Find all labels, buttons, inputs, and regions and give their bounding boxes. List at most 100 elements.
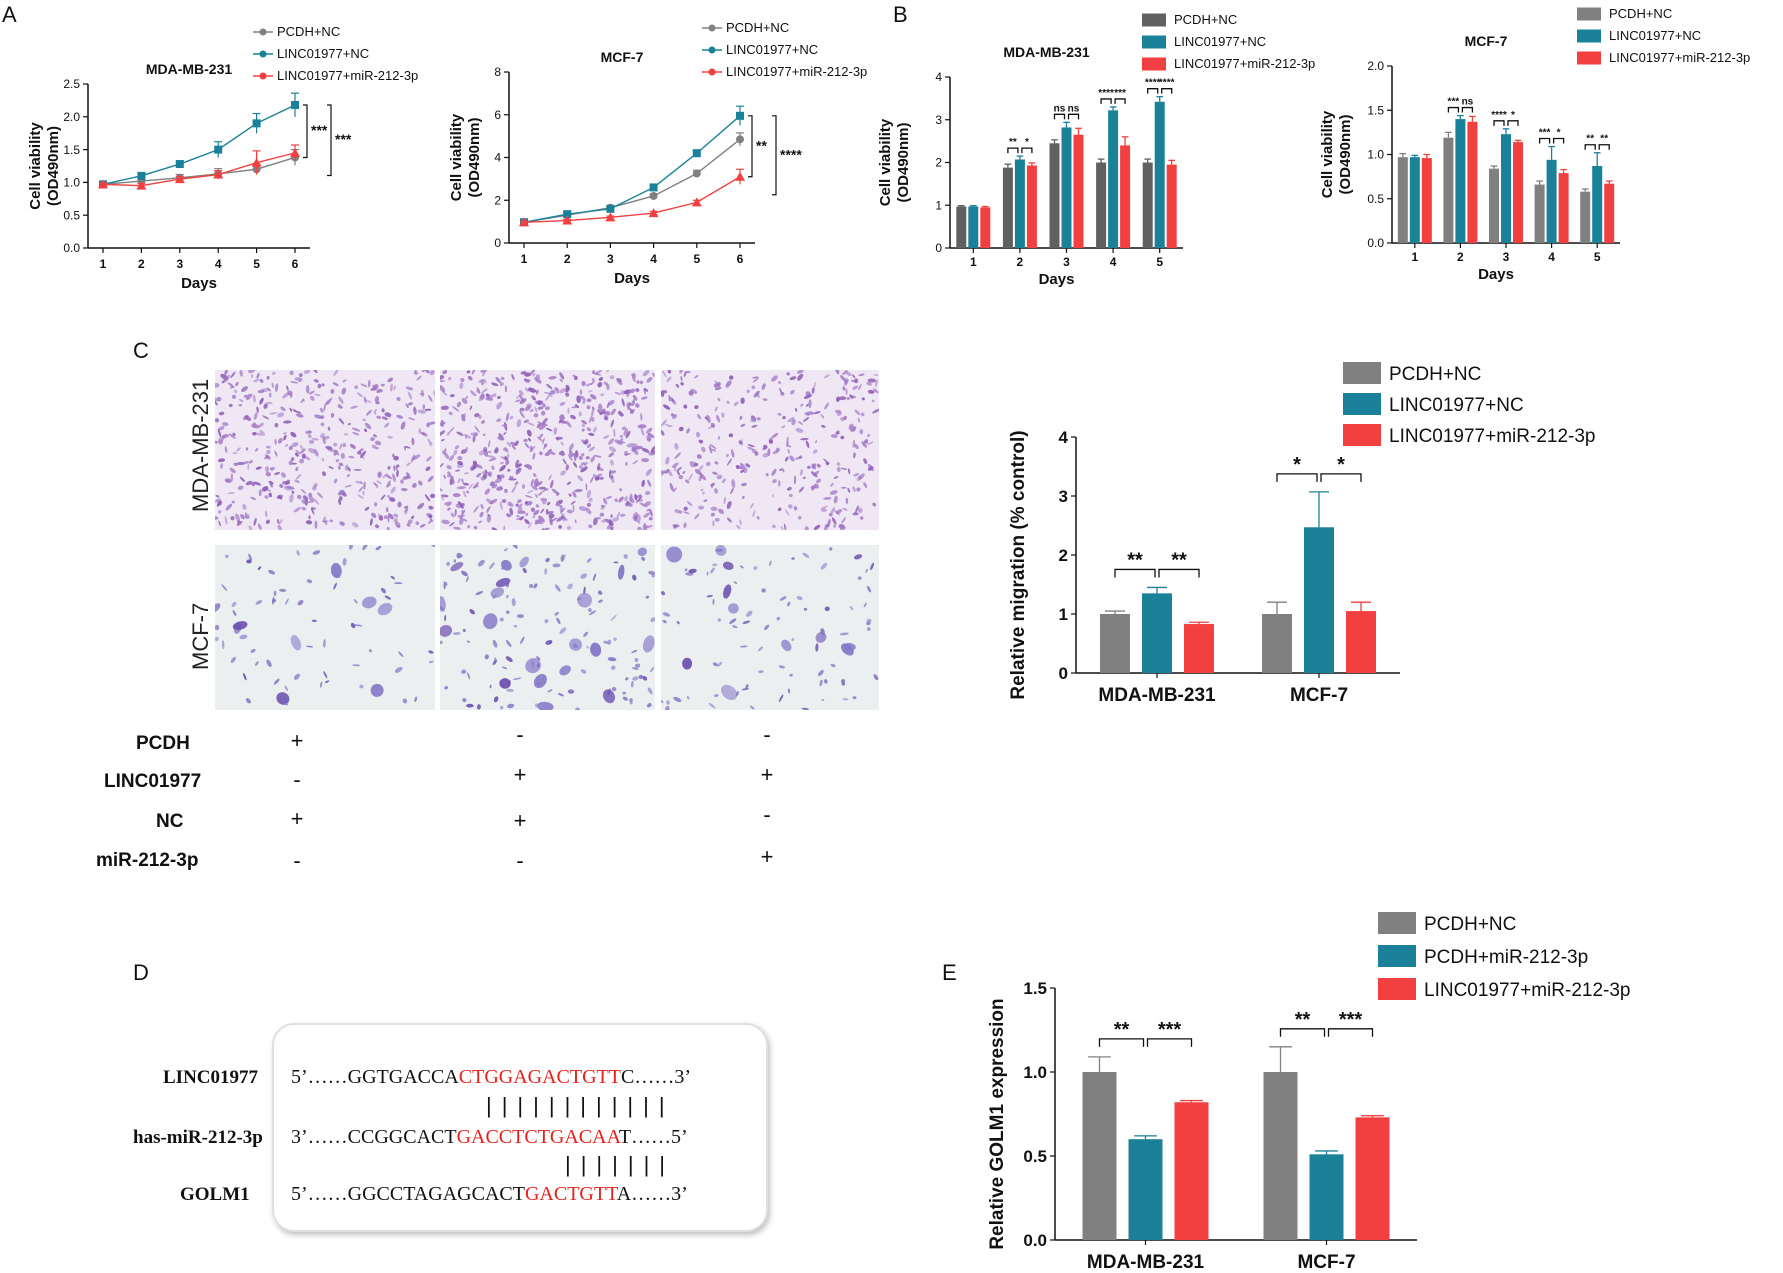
cell-blob <box>289 370 294 376</box>
cell-blob <box>852 439 856 449</box>
cell-blob <box>440 430 446 436</box>
A1-ylabel-1: (OD490nm) <box>45 126 62 206</box>
cell-blob <box>624 462 628 466</box>
B1-bar <box>1061 127 1072 248</box>
cell-blob <box>786 486 792 491</box>
cell-blob <box>626 443 636 448</box>
cell-blob <box>237 485 244 491</box>
cell-blob <box>544 406 550 411</box>
cell-blob <box>259 378 264 383</box>
A2-ytick-label: 4 <box>494 151 501 165</box>
cell-blob <box>586 405 591 410</box>
cell-blob <box>635 388 640 393</box>
cell-blob <box>622 696 629 701</box>
cell-blob <box>276 494 284 499</box>
cell-blob <box>714 517 720 522</box>
cell-blob <box>418 480 423 486</box>
cell-blob <box>710 512 716 517</box>
E-ylabel: Relative GOLM1 expression <box>987 998 1008 1249</box>
cell-blob <box>535 504 540 508</box>
cell-blob <box>684 568 688 572</box>
panel-label-a: A <box>2 2 17 27</box>
cell-blob <box>487 513 490 517</box>
cell-blob <box>867 433 871 438</box>
cell-blob <box>661 469 666 477</box>
cell-blob <box>314 414 323 419</box>
A2-xtick-label: 6 <box>737 252 744 266</box>
cell-blob <box>306 579 313 584</box>
cell-blob <box>390 486 396 494</box>
cell-blob <box>469 608 475 615</box>
cell-blob <box>592 372 602 376</box>
cell-blob <box>462 698 467 703</box>
cell-blob <box>852 696 857 700</box>
cell-blob <box>640 428 645 436</box>
cell-blob <box>758 670 764 674</box>
cell-blob <box>538 433 544 439</box>
cell-blob <box>506 453 510 460</box>
cell-blob <box>440 624 453 637</box>
cell-blob <box>224 446 228 454</box>
cell-blob <box>533 673 547 689</box>
cell-blob <box>559 401 566 406</box>
cell-blob <box>448 376 452 381</box>
cell-blob <box>726 400 730 404</box>
cell-blob <box>342 379 347 383</box>
cell-blob <box>811 463 816 469</box>
cell-blob <box>320 422 325 427</box>
sign-pcdh-3: - <box>763 722 771 747</box>
cell-blob <box>779 596 787 601</box>
cell-blob <box>489 481 495 487</box>
cell-blob <box>215 418 219 423</box>
cell-blob <box>461 669 467 674</box>
panel-label-d: D <box>133 960 149 985</box>
cell-blob <box>441 496 444 501</box>
cell-blob <box>798 486 805 493</box>
cell-blob <box>234 389 238 394</box>
cell-blob <box>629 698 633 702</box>
cell-blob <box>873 373 879 376</box>
cell-blob <box>293 410 302 414</box>
cell-blob <box>457 478 461 484</box>
A1-xtick-label: 5 <box>253 257 260 271</box>
A2-point <box>736 135 744 144</box>
B1-sig-bracket <box>1100 98 1112 104</box>
A1-sig-label: *** <box>335 131 352 147</box>
cell-blob <box>221 422 229 427</box>
cell-blob <box>527 387 537 393</box>
B1-bar <box>956 206 967 248</box>
cell-blob <box>637 424 647 429</box>
E-bar <box>1128 1139 1163 1240</box>
cell-blob <box>745 684 749 689</box>
cell-blob <box>567 407 570 414</box>
cell-blob <box>307 434 312 439</box>
cell-blob <box>618 496 624 503</box>
seq-golm: 5’……GGCCTAGAGCACTGACTGTTA……3’ <box>291 1183 688 1206</box>
cell-blob <box>698 465 704 471</box>
A1-ylabel-0: Cell viability <box>27 122 44 210</box>
cell-blob <box>244 415 252 422</box>
cell-blob <box>350 622 356 629</box>
cell-blob <box>373 411 377 415</box>
cell-blob <box>560 441 564 446</box>
cell-blob <box>723 584 732 599</box>
cell-blob <box>496 418 502 423</box>
cell-blob <box>350 405 358 409</box>
cell-blob <box>374 383 379 389</box>
micrograph-mcf-linc <box>440 545 655 710</box>
cell-blob <box>333 582 337 590</box>
cell-blob <box>579 389 583 395</box>
cell-blob <box>805 411 813 416</box>
cell-blob <box>501 423 508 427</box>
cell-blob <box>632 676 639 681</box>
E-xtick-label: MDA-MB-231 <box>1087 1252 1205 1273</box>
B2-sig-label: *** <box>1539 128 1551 139</box>
cell-blob <box>215 382 220 388</box>
cell-blob <box>255 432 263 436</box>
cell-blob <box>554 584 561 592</box>
cell-blob <box>288 445 293 451</box>
cell-blob <box>310 507 316 510</box>
cell-blob <box>565 387 570 393</box>
cell-blob <box>706 414 711 424</box>
